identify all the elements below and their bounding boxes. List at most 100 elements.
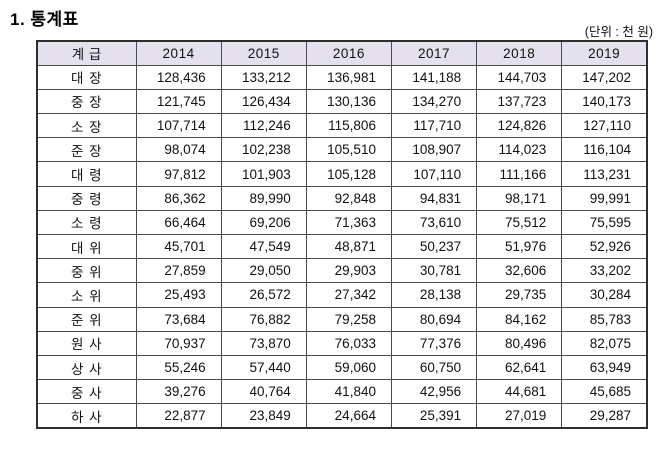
table-row: 중 장 121,745 126,434 130,136 134,270 137,723 14… bbox=[36, 88, 648, 115]
value-cell: 30,781 bbox=[390, 258, 478, 284]
value-cell: 59,060 bbox=[305, 354, 392, 381]
rank-cell: 대 령 bbox=[36, 161, 137, 187]
value-cell: 141,188 bbox=[390, 64, 478, 90]
value-cell: 42,956 bbox=[390, 379, 478, 405]
value-cell: 124,826 bbox=[476, 113, 563, 139]
value-cell: 133,212 bbox=[220, 64, 307, 90]
value-cell: 121,745 bbox=[135, 88, 222, 115]
value-cell: 130,136 bbox=[305, 88, 392, 115]
table-row: 대 장 128,436 133,212 136,981 141,188 144,703 14… bbox=[36, 64, 648, 90]
value-cell: 52,926 bbox=[561, 233, 648, 260]
value-cell: 105,128 bbox=[305, 161, 392, 187]
value-cell: 73,870 bbox=[220, 330, 307, 356]
value-cell: 82,075 bbox=[561, 330, 648, 356]
value-cell: 29,903 bbox=[305, 258, 392, 284]
value-cell: 40,764 bbox=[220, 379, 307, 405]
rank-cell: 대 위 bbox=[36, 233, 137, 260]
value-cell: 84,162 bbox=[476, 306, 563, 332]
value-cell: 27,019 bbox=[476, 403, 563, 429]
value-cell: 47,549 bbox=[220, 233, 307, 260]
value-cell: 44,681 bbox=[476, 379, 563, 405]
value-cell: 98,171 bbox=[476, 185, 563, 211]
value-cell: 39,276 bbox=[135, 379, 222, 405]
rank-cell: 하 사 bbox=[36, 403, 137, 429]
table-row: 대 위 45,701 47,549 48,871 50,237 51,976 52,926 bbox=[36, 233, 648, 260]
rank-cell: 중 위 bbox=[36, 258, 137, 284]
value-cell: 32,606 bbox=[476, 258, 563, 284]
value-cell: 94,831 bbox=[390, 185, 478, 211]
value-cell: 24,664 bbox=[305, 403, 392, 429]
rank-cell: 원 사 bbox=[36, 330, 137, 356]
value-cell: 60,750 bbox=[390, 354, 478, 381]
value-cell: 71,363 bbox=[305, 209, 392, 236]
rank-cell: 상 사 bbox=[36, 354, 137, 381]
unit-label: (단위 : 천 원) bbox=[584, 25, 653, 39]
value-cell: 27,859 bbox=[135, 258, 222, 284]
value-cell: 111,166 bbox=[476, 161, 563, 187]
rank-cell: 대 장 bbox=[36, 64, 137, 90]
table-row: 상 사 55,246 57,440 59,060 60,750 62,641 63,949 bbox=[36, 354, 648, 381]
value-cell: 29,735 bbox=[476, 282, 563, 308]
value-cell: 26,572 bbox=[220, 282, 307, 308]
value-cell: 76,882 bbox=[220, 306, 307, 332]
value-cell: 45,701 bbox=[135, 233, 222, 260]
rank-cell: 중 장 bbox=[36, 88, 137, 115]
value-cell: 107,110 bbox=[390, 161, 478, 187]
value-cell: 117,710 bbox=[390, 113, 478, 139]
value-cell: 57,440 bbox=[220, 354, 307, 381]
value-cell: 30,284 bbox=[561, 282, 648, 308]
table-body: 대 장 128,436 133,212 136,981 141,188 144,703 14… bbox=[36, 64, 648, 429]
header-cell-year: 2015 bbox=[220, 40, 307, 66]
value-cell: 63,949 bbox=[561, 354, 648, 381]
page-title: 1. 통계표 bbox=[10, 10, 79, 29]
value-cell: 144,703 bbox=[476, 64, 563, 90]
value-cell: 107,714 bbox=[135, 113, 222, 139]
rank-cell: 소 령 bbox=[36, 209, 137, 236]
table-row: 소 위 25,493 26,572 27,342 28,138 29,735 30,284 bbox=[36, 282, 648, 308]
table-row: 준 위 73,684 76,882 79,258 80,694 84,162 85,783 bbox=[36, 306, 648, 332]
value-cell: 85,783 bbox=[561, 306, 648, 332]
value-cell: 140,173 bbox=[561, 88, 648, 115]
value-cell: 25,493 bbox=[135, 282, 222, 308]
value-cell: 102,238 bbox=[220, 137, 307, 163]
table-header: 계 급 2014 2015 2016 2017 2018 2019 bbox=[36, 40, 648, 66]
value-cell: 73,610 bbox=[390, 209, 478, 236]
table-row: 중 위 27,859 29,050 29,903 30,781 32,606 33,202 bbox=[36, 258, 648, 284]
value-cell: 128,436 bbox=[135, 64, 222, 90]
value-cell: 86,362 bbox=[135, 185, 222, 211]
value-cell: 23,849 bbox=[220, 403, 307, 429]
value-cell: 80,694 bbox=[390, 306, 478, 332]
value-cell: 76,033 bbox=[305, 330, 392, 356]
value-cell: 113,231 bbox=[561, 161, 648, 187]
value-cell: 98,074 bbox=[135, 137, 222, 163]
value-cell: 108,907 bbox=[390, 137, 478, 163]
value-cell: 51,976 bbox=[476, 233, 563, 260]
header-cell-rank: 계 급 bbox=[36, 40, 137, 66]
rank-cell: 중 령 bbox=[36, 185, 137, 211]
value-cell: 70,937 bbox=[135, 330, 222, 356]
table-row: 원 사 70,937 73,870 76,033 77,376 80,496 82,075 bbox=[36, 330, 648, 356]
value-cell: 116,104 bbox=[561, 137, 648, 163]
value-cell: 75,595 bbox=[561, 209, 648, 236]
rank-cell: 소 위 bbox=[36, 282, 137, 308]
value-cell: 147,202 bbox=[561, 64, 648, 90]
value-cell: 75,512 bbox=[476, 209, 563, 236]
value-cell: 89,990 bbox=[220, 185, 307, 211]
header-cell-year: 2016 bbox=[305, 40, 392, 66]
value-cell: 105,510 bbox=[305, 137, 392, 163]
value-cell: 69,206 bbox=[220, 209, 307, 236]
value-cell: 22,877 bbox=[135, 403, 222, 429]
rank-cell: 소 장 bbox=[36, 113, 137, 139]
table-row: 대 령 97,812 101,903 105,128 107,110 111,166 113… bbox=[36, 161, 648, 187]
value-cell: 134,270 bbox=[390, 88, 478, 115]
value-cell: 45,685 bbox=[561, 379, 648, 405]
value-cell: 41,840 bbox=[305, 379, 392, 405]
rank-cell: 준 위 bbox=[36, 306, 137, 332]
value-cell: 136,981 bbox=[305, 64, 392, 90]
value-cell: 101,903 bbox=[220, 161, 307, 187]
value-cell: 127,110 bbox=[561, 113, 648, 139]
value-cell: 48,871 bbox=[305, 233, 392, 260]
header-cell-year: 2014 bbox=[135, 40, 222, 66]
value-cell: 29,050 bbox=[220, 258, 307, 284]
value-cell: 92,848 bbox=[305, 185, 392, 211]
